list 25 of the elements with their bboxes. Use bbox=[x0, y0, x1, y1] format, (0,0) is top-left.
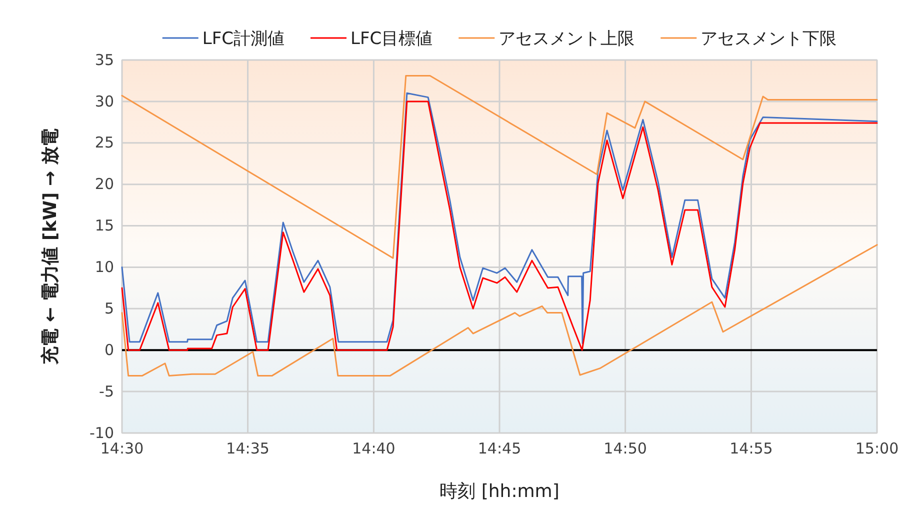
y-tick-label: 0 bbox=[104, 340, 114, 359]
x-tick-label: 14:50 bbox=[604, 440, 647, 458]
x-tick-label: 14:55 bbox=[730, 440, 773, 458]
y-tick-label: 30 bbox=[94, 92, 114, 110]
y-tick-label: -5 bbox=[99, 382, 114, 400]
y-tick-label: 25 bbox=[94, 134, 114, 152]
line-series bbox=[121, 244, 878, 377]
line-series bbox=[121, 75, 878, 259]
legend-label: LFC計測値 bbox=[202, 29, 284, 49]
x-tick-label: 14:30 bbox=[100, 440, 144, 458]
y-tick-label: -10 bbox=[90, 424, 114, 442]
x-axis-title: 時刻 [hh:mm] bbox=[440, 481, 560, 502]
y-tick-label: 5 bbox=[104, 299, 114, 318]
x-tick-label: 15:00 bbox=[855, 440, 899, 458]
y-tick-label: 15 bbox=[94, 216, 114, 235]
y-tick-label: 20 bbox=[94, 175, 114, 194]
x-tick-label: 14:45 bbox=[478, 440, 522, 458]
y-tick-label: 35 bbox=[94, 50, 114, 69]
x-tick-label: 14:35 bbox=[226, 440, 270, 458]
legend-label: LFC目標値 bbox=[350, 29, 433, 49]
y-tick-label: 10 bbox=[94, 258, 114, 276]
y-axis-title: 充電 ← 電力値 [kW] → 放電 bbox=[40, 128, 61, 366]
legend-label: アセスメント上限 bbox=[498, 29, 635, 49]
legend-label: アセスメント下限 bbox=[700, 29, 837, 49]
x-tick-label: 14:40 bbox=[352, 440, 396, 458]
